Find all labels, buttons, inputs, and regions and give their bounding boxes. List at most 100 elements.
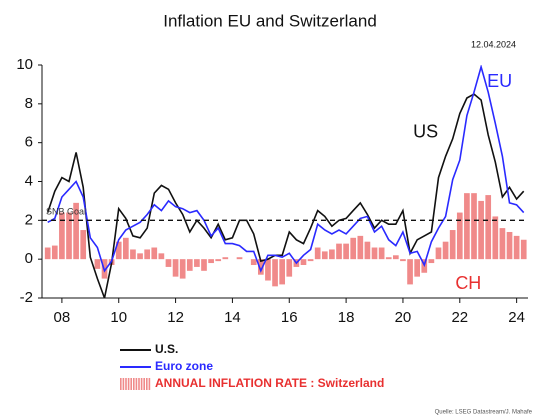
- bar: [378, 247, 385, 260]
- bar: [329, 249, 335, 260]
- x-tick-label: 20: [395, 309, 412, 326]
- bar: [321, 251, 328, 260]
- bar: [343, 243, 349, 260]
- bar: [115, 241, 122, 260]
- bar: [172, 259, 179, 277]
- y-tick-label: 4: [25, 172, 33, 189]
- bar: [272, 259, 278, 287]
- bar: [300, 259, 307, 265]
- y-tick-label: 10: [16, 56, 33, 73]
- bar: [385, 257, 392, 260]
- bar: [94, 259, 101, 269]
- bar: [393, 255, 399, 260]
- bar: [485, 195, 492, 260]
- bar: [314, 247, 321, 260]
- bar: [513, 235, 520, 260]
- legend-swatch: [143, 378, 145, 390]
- annotation: US: [413, 122, 438, 142]
- bar: [51, 245, 58, 260]
- bar: [80, 230, 87, 260]
- bar: [478, 200, 484, 260]
- y-tick-label: 2: [25, 211, 33, 228]
- bar: [336, 243, 342, 260]
- line-series: [47, 65, 525, 273]
- bar: [506, 231, 513, 260]
- bar: [286, 259, 293, 277]
- x-tick-label: 10: [110, 309, 127, 326]
- x-tick-label: 12: [167, 309, 184, 326]
- x-tick-label: 24: [508, 309, 525, 326]
- legend-label: Euro zone: [155, 359, 213, 373]
- bar: [471, 193, 477, 260]
- bar: [236, 257, 243, 260]
- bar: [499, 228, 506, 260]
- bar: [414, 259, 420, 277]
- bar: [520, 239, 527, 260]
- bar: [201, 259, 207, 271]
- legend-swatch: [140, 378, 143, 390]
- y-tick-label: 8: [25, 95, 33, 112]
- legend-label: ANNUAL INFLATION RATE : Switzerland: [155, 376, 384, 390]
- bar: [364, 241, 371, 260]
- legend-swatch: [133, 378, 135, 390]
- bar: [258, 259, 264, 275]
- legend-swatch: [125, 378, 127, 390]
- goal-label: SNB Goal: [46, 207, 86, 217]
- y-tick-label: 0: [25, 250, 33, 267]
- bar: [123, 237, 129, 260]
- plot-area: [44, 65, 527, 298]
- bar: [442, 241, 449, 260]
- x-tick-label: 16: [281, 309, 298, 326]
- legend-swatch: [122, 378, 125, 390]
- x-tick-label: 08: [54, 309, 71, 326]
- bar: [144, 249, 150, 260]
- legend-swatch: [148, 378, 151, 390]
- source-label: Quelle: LSEG Datastream/J. Mahafe: [435, 410, 533, 416]
- bar: [250, 259, 257, 265]
- bar: [265, 259, 271, 281]
- bar: [194, 259, 200, 267]
- bar: [186, 259, 193, 271]
- bar: [179, 259, 186, 279]
- bar: [222, 257, 229, 260]
- legend-label: U.S.: [155, 342, 178, 356]
- chart-title: Inflation EU and Switzerland: [163, 11, 377, 30]
- bar: [428, 259, 435, 264]
- bar: [279, 259, 285, 285]
- annotation: CH: [455, 273, 481, 293]
- bar: [151, 247, 158, 260]
- bar: [371, 247, 378, 260]
- bar: [59, 212, 65, 260]
- bar: [137, 253, 143, 260]
- bar: [449, 230, 456, 260]
- bar: [73, 202, 79, 260]
- bar: [130, 249, 136, 260]
- legend-swatch: [127, 378, 130, 390]
- legend-swatch: [120, 378, 122, 390]
- legend-swatch: [138, 378, 140, 390]
- bar: [357, 235, 364, 260]
- bar: [464, 193, 470, 260]
- x-tick-label: 22: [451, 309, 468, 326]
- legend-swatch: [135, 378, 138, 390]
- bar: [456, 212, 463, 260]
- date-label: 12.04.2024: [471, 39, 516, 49]
- legend-swatch: [146, 378, 148, 390]
- line-series: [46, 93, 525, 298]
- y-tick-label: -2: [20, 289, 33, 306]
- y-tick-label: 6: [25, 134, 33, 151]
- bar: [165, 259, 172, 267]
- x-tick-label: 14: [224, 309, 241, 326]
- bar: [400, 259, 406, 262]
- legend-swatch: [130, 378, 132, 390]
- bar: [215, 259, 222, 262]
- bar: [435, 247, 442, 260]
- bar: [492, 216, 499, 260]
- bar: [158, 253, 165, 260]
- bar: [208, 259, 214, 264]
- bar: [44, 247, 51, 260]
- bar: [307, 259, 314, 262]
- annotation: EU: [487, 71, 512, 91]
- bar: [407, 259, 413, 285]
